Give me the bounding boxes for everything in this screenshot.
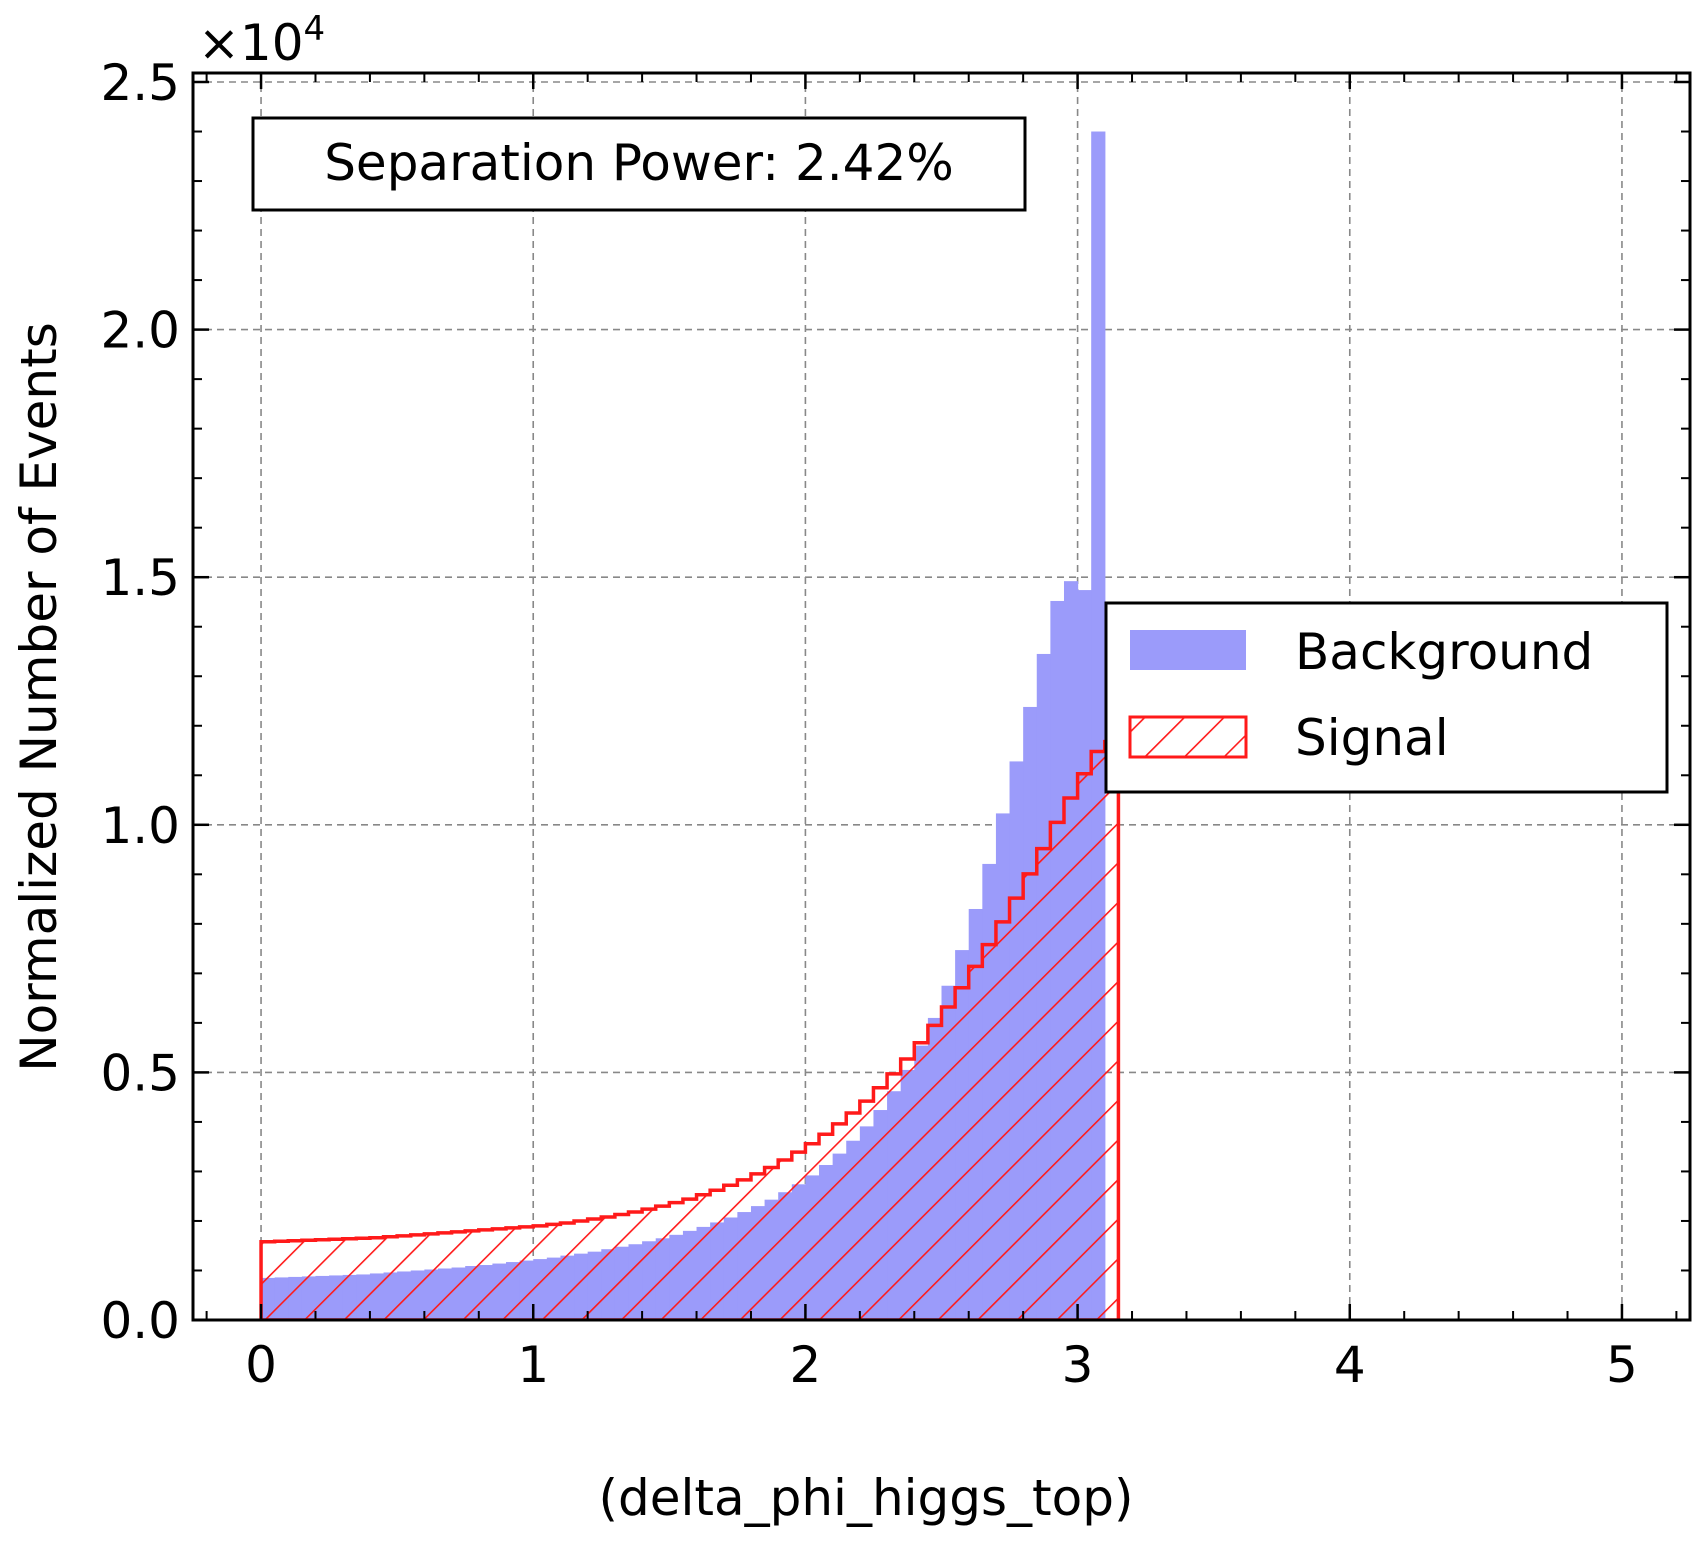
x-tick-label-1: 1: [517, 1336, 549, 1394]
y-axis-label: Normalized Number of Events: [10, 322, 68, 1072]
legend-swatch-signal: [1128, 715, 1248, 759]
y-axis-multiplier: ×104: [198, 9, 325, 72]
signal-step-line: [259, 739, 1121, 1320]
separation-power-text: Separation Power: 2.42%: [324, 134, 954, 192]
x-tick-label-4: 4: [1334, 1336, 1366, 1394]
y-tick-label-0: 0.0: [100, 1292, 180, 1350]
x-axis-label: (delta_phi_higgs_top): [598, 1469, 1133, 1527]
legend: Background Signal: [1104, 601, 1669, 794]
x-tick-label-5: 5: [1606, 1336, 1638, 1394]
y-tick-label-1: 0.5: [100, 1044, 180, 1102]
plot-frame: [191, 71, 1692, 1322]
legend-label-background: Background: [1295, 623, 1593, 681]
x-tick-label-0: 0: [245, 1336, 277, 1394]
legend-label-signal: Signal: [1295, 709, 1449, 767]
y-tick-label-4: 2.0: [100, 302, 180, 360]
y-axis-multiplier-exponent: 4: [304, 9, 326, 49]
y-tick-label-2: 1.0: [100, 797, 180, 855]
y-tick-label-5: 2.5: [100, 54, 180, 112]
separation-power-annotation: Separation Power: 2.42%: [251, 116, 1027, 212]
x-tick-label-2: 2: [790, 1336, 822, 1394]
x-tick-label-3: 3: [1062, 1336, 1094, 1394]
axis-ticks: [193, 73, 1690, 1322]
y-tick-label-3: 1.5: [100, 549, 180, 607]
signal-histogram: [259, 739, 1121, 1320]
signal-hatch-fill: [261, 741, 1119, 1320]
legend-swatch-background: [1130, 630, 1246, 670]
tick-labels: 0 1 2 3 4 5 0.0 0.5 1.0 1.5 2.0 2.5: [100, 54, 1637, 1394]
